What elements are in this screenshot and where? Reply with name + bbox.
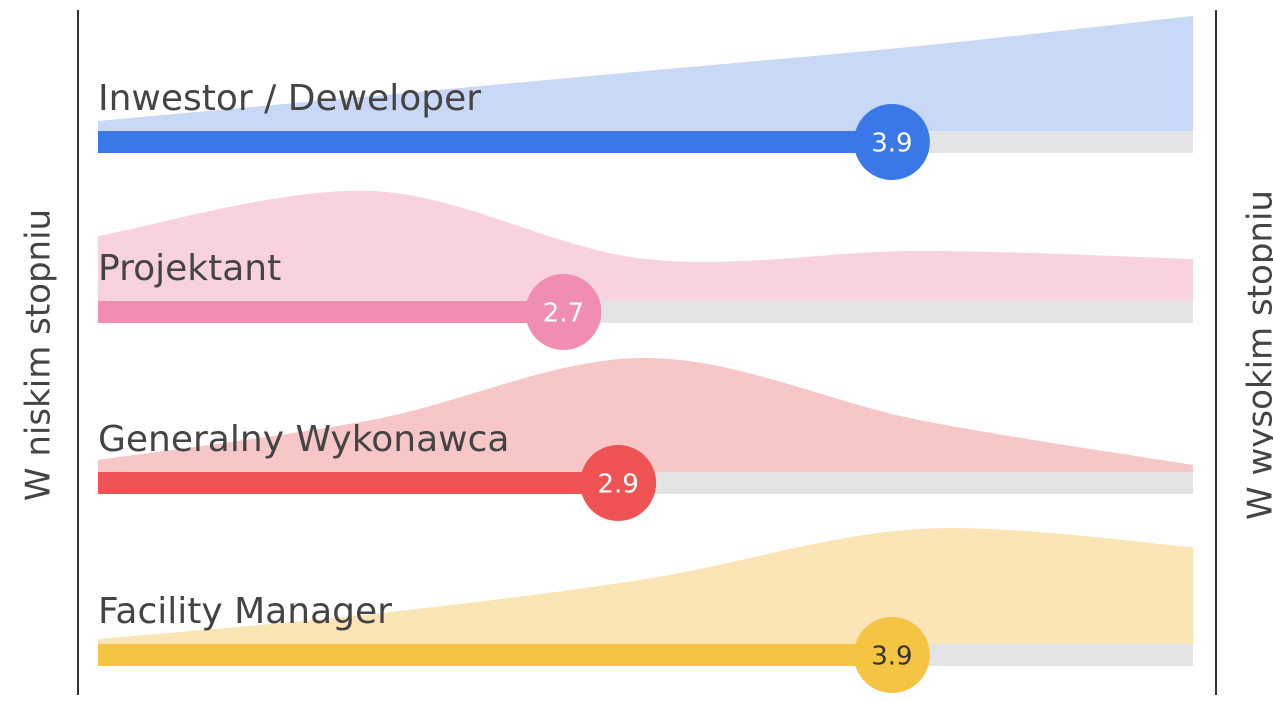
value-label: 3.9: [871, 129, 912, 159]
distribution-area: [98, 528, 1193, 644]
bar: [98, 472, 619, 494]
category-label: Generalny Wykonawca: [98, 419, 509, 460]
value-bubble: [525, 274, 602, 350]
value-bubble: [853, 617, 930, 693]
category-label: Facility Manager: [98, 591, 392, 632]
bar: [98, 301, 564, 323]
distribution-area: [98, 16, 1193, 131]
value-bubble: [580, 445, 657, 521]
left-axis-label: W niskim stopniu: [19, 209, 59, 501]
value-bubble: [853, 104, 930, 180]
distribution-area: [98, 190, 1193, 301]
category-label: Projektant: [98, 248, 281, 289]
bar: [98, 131, 892, 153]
category-label: Inwestor / Deweloper: [98, 78, 481, 119]
value-label: 2.9: [597, 470, 638, 500]
value-label: 3.9: [871, 642, 912, 672]
bar: [98, 644, 892, 666]
rows: 3.9 Inwestor / Deweloper 2.7 Projektant 2.9 G…: [98, 16, 1193, 693]
right-axis-label: W wysokim stopniu: [1241, 190, 1273, 520]
distribution-area: [98, 358, 1193, 472]
value-label: 2.7: [543, 299, 584, 329]
